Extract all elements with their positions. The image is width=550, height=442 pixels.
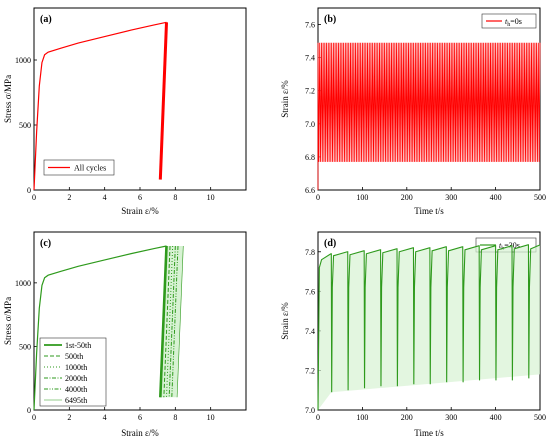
panel-c-xtick-label-3: 6 — [138, 413, 142, 422]
panel-a-xtick-label-5: 10 — [207, 193, 215, 202]
panel-d-xtick-label-4: 400 — [490, 413, 502, 422]
panel-a-ytick-label-2: 1000 — [15, 56, 31, 65]
panel-c-ytick-label-2: 1000 — [15, 279, 31, 288]
panel-a-loading-curve — [33, 21, 167, 191]
panel-a-xtick-label-4: 8 — [173, 193, 177, 202]
panel-a-xtick-label-3: 6 — [138, 193, 142, 202]
panel-c-legend-label-0: 1st-50th — [65, 341, 91, 350]
panel-b-legend-rest: =0s — [510, 17, 522, 26]
panel-c-ylabel: Stress σ/MPa — [3, 297, 13, 345]
panel-c-unloading-line-0 — [159, 245, 168, 398]
panel-c-xtick-label-4: 8 — [173, 413, 177, 422]
panel-a-xlabel: Strain ε/% — [121, 206, 159, 216]
panel-b-ylabel: Strain ε/% — [280, 80, 290, 118]
panel-c-unloading-line-4 — [171, 245, 179, 398]
panel-d-ytick-label-1: 7.2 — [305, 366, 315, 375]
panel-c: (c) Strain ε/% Stress σ/MPa 1st-50th 500… — [3, 231, 247, 438]
panel-d-ytick-label-3: 7.6 — [305, 287, 315, 296]
panel-b-xtick-label-3: 300 — [445, 193, 457, 202]
panel-b-ytick-label-1: 6.8 — [305, 153, 315, 162]
panel-d-xtick-label-5: 500 — [534, 413, 546, 422]
panel-d-label: (d) — [324, 238, 336, 249]
panel-d-strain-signal — [317, 244, 541, 411]
panel-d-xtick-label-0: 0 — [316, 413, 320, 422]
panel-a-xtick-label-0: 0 — [32, 193, 36, 202]
panel-a-xtick-label-1: 2 — [67, 193, 71, 202]
panel-a-ytick-label-0: 0 — [27, 186, 31, 195]
panel-d-xlabel: Time t/s — [414, 428, 444, 438]
panel-c-legend-label-1: 500th — [65, 352, 83, 361]
panel-d-xtick-label-3: 300 — [445, 413, 457, 422]
panel-d-ytick-label-2: 7.4 — [305, 327, 315, 336]
panel-a: (a) Strain ε/% Stress σ/MPa All cycles — [3, 7, 247, 216]
panel-a-legend-box — [43, 159, 115, 176]
panel-d-ytick-label-0: 7.0 — [305, 406, 315, 415]
panel-c-loading-curve — [33, 245, 167, 411]
panel-a-ylabel: Stress σ/MPa — [3, 75, 13, 123]
panel-b-xtick-label-2: 200 — [401, 193, 413, 202]
panel-b-legend-label: th=0s — [505, 17, 522, 28]
panel-c-xlabel: Strain ε/% — [121, 428, 159, 438]
panel-c-xtick-label-2: 4 — [103, 413, 107, 422]
panel-a-xtick-label-2: 4 — [103, 193, 107, 202]
panel-b-strain-signal — [317, 42, 541, 190]
panel-b-xtick-label-4: 400 — [490, 193, 502, 202]
panel-b-ytick-label-5: 7.6 — [305, 21, 315, 30]
panel-c-label: (c) — [40, 238, 51, 249]
panel-c-legend-label-2: 1000th — [65, 363, 87, 372]
panel-b-ytick-label-3: 7.2 — [305, 87, 315, 96]
panel-d-ytick-label-4: 7.8 — [305, 248, 315, 257]
panel-c-xtick-label-5: 10 — [207, 413, 215, 422]
panel-a-unloading-band — [158, 22, 168, 180]
panel-a-label: (a) — [40, 14, 52, 25]
panel-c-unloading-line-1 — [163, 245, 171, 398]
panel-c-legend: 1st-50th 500th 1000th 2000th 4000th 6495… — [39, 337, 107, 407]
panel-c-legend-label-4: 4000th — [65, 385, 87, 394]
panel-a-legend: All cycles — [43, 159, 115, 176]
panel-c-legend-label-3: 2000th — [65, 374, 87, 383]
panel-b-legend-sub: h — [507, 22, 510, 28]
panel-b-ytick-label-0: 6.6 — [305, 186, 315, 195]
panel-d-ylabel: Strain ε/% — [280, 302, 290, 340]
panel-c-legend-box — [39, 337, 107, 407]
panel-b-xlabel: Time t/s — [414, 206, 444, 216]
panel-b-xtick-label-5: 500 — [534, 193, 546, 202]
panel-d-xtick-label-1: 100 — [356, 413, 368, 422]
panel-c-ytick-label-0: 0 — [27, 406, 31, 415]
panel-d-band-fill — [318, 244, 540, 410]
panel-c-unloading-line-3 — [168, 245, 176, 398]
panel-b-xtick-label-0: 0 — [316, 193, 320, 202]
panel-b-ytick-label-2: 7.0 — [305, 120, 315, 129]
panel-b-legend-box — [481, 13, 537, 29]
panel-c-ytick-label-1: 500 — [19, 342, 31, 351]
panel-c-legend-label-5: 6495th — [65, 396, 87, 405]
panel-d-xtick-label-2: 200 — [401, 413, 413, 422]
panel-b-ytick-label-4: 7.4 — [305, 54, 315, 63]
panel-a-ytick-label-1: 500 — [19, 121, 31, 130]
panel-c-xtick-label-0: 0 — [32, 413, 36, 422]
panel-c-unloading-line-2 — [166, 245, 174, 398]
panel-b-legend: th=0s — [481, 13, 537, 29]
panel-c-unloading-line-5 — [176, 245, 184, 398]
panel-a-legend-label: All cycles — [74, 164, 106, 173]
panel-c-xtick-label-1: 2 — [67, 413, 71, 422]
panel-b-xtick-label-1: 100 — [356, 193, 368, 202]
panel-d-legend-t: t — [499, 241, 502, 250]
panel-b-label: (b) — [324, 14, 336, 25]
panel-b-legend-t: t — [505, 17, 508, 26]
